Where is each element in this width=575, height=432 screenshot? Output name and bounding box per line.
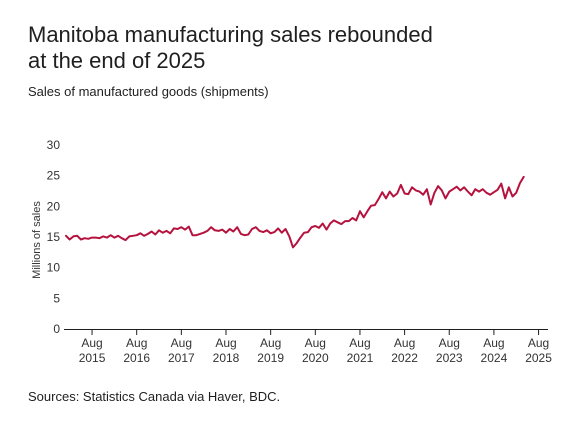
series-line [65,175,525,249]
series-group [65,175,525,249]
x-tick-label-month: Aug [126,336,147,350]
source-note: Sources: Statistics Canada via Haver, BD… [28,389,281,404]
chart-title: Manitoba manufacturing sales rebounded a… [28,22,548,74]
x-tick-label-month: Aug [215,336,236,350]
x-tick-label-month: Aug [81,336,102,350]
chart-title-line-2: at the end of 2025 [28,48,206,73]
y-tick-label: 30 [47,138,61,152]
x-tick-label-year: 2019 [257,351,284,365]
y-axis: 0 5 10 15 20 25 30 [47,138,61,336]
y-tick-label: 20 [47,199,61,213]
y-tick-label: 5 [53,291,60,305]
y-tick-label: 10 [47,261,61,275]
x-tick-label-month: Aug [394,336,415,350]
x-tick-label-year: 2022 [391,351,418,365]
x-tick-label-year: 2017 [168,351,195,365]
chart-title-line-1: Manitoba manufacturing sales rebounded [28,22,433,47]
x-tick-label-month: Aug [349,336,370,350]
x-tick-label-month: Aug [171,336,192,350]
x-tick-label-year: 2016 [123,351,150,365]
y-tick-label: 15 [47,230,61,244]
x-tick-label-year: 2023 [436,351,463,365]
x-tick-label-year: 2018 [213,351,240,365]
x-tick-label-year: 2015 [79,351,106,365]
x-tick-label-year: 2020 [302,351,329,365]
x-tick-label-month: Aug [305,336,326,350]
x-tick-label-month: Aug [439,336,460,350]
x-axis: Aug2015Aug2016Aug2017Aug2018Aug2019Aug20… [64,329,552,365]
x-tick-label-month: Aug [483,336,504,350]
x-tick-label-month: Aug [528,336,549,350]
y-tick-label: 25 [47,169,61,183]
x-tick-label-month: Aug [260,336,281,350]
x-tick-label-year: 2021 [347,351,374,365]
x-tick-label-year: 2025 [525,351,552,365]
y-axis-label: Millions of sales [31,201,43,279]
y-tick-label: 0 [53,322,60,336]
chart-subtitle: Sales of manufactured goods (shipments) [28,84,269,99]
x-tick-label-year: 2024 [481,351,508,365]
